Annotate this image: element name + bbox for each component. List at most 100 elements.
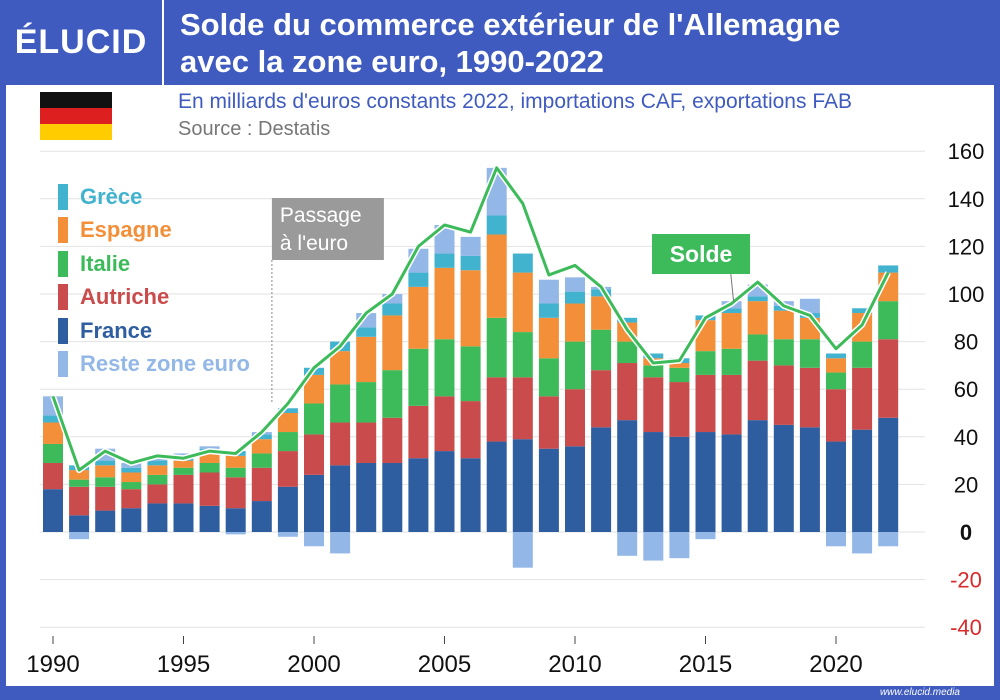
bar-reste bbox=[538, 279, 559, 304]
bar-reste bbox=[565, 277, 585, 292]
chart-subtitle: En milliards d'euros constants 2022, imp… bbox=[178, 90, 852, 113]
bar-grece bbox=[591, 289, 612, 297]
bar-espagne bbox=[721, 313, 742, 349]
euro-annotation-line2: à l'euro bbox=[280, 232, 348, 255]
bar-grece bbox=[277, 408, 298, 413]
y-tick-label: 80 bbox=[954, 330, 978, 355]
bar-espagne bbox=[277, 413, 298, 433]
bar-espagne bbox=[565, 303, 585, 342]
bar-italie bbox=[460, 346, 481, 402]
y-tick-label: 60 bbox=[954, 377, 978, 402]
bar-autriche bbox=[486, 377, 507, 442]
bar-italie bbox=[617, 341, 638, 364]
bar-italie bbox=[147, 474, 168, 485]
legend: Grèce Espagne Italie Autriche France Res… bbox=[58, 180, 250, 381]
bar-italie bbox=[356, 382, 377, 423]
bar-autriche bbox=[434, 396, 455, 452]
bar-espagne bbox=[773, 310, 794, 340]
bar-italie bbox=[643, 365, 664, 378]
bar-grece bbox=[747, 296, 768, 302]
bar-france bbox=[225, 508, 246, 532]
bar-reste bbox=[304, 532, 324, 547]
bar-reste bbox=[617, 532, 638, 556]
bar-espagne bbox=[251, 439, 272, 454]
bar-italie bbox=[330, 384, 351, 423]
bar-grece bbox=[565, 291, 585, 304]
bar-italie bbox=[721, 348, 742, 375]
legend-label-reste: Reste zone euro bbox=[80, 351, 250, 377]
bar-france bbox=[356, 462, 377, 532]
bar-italie bbox=[799, 339, 820, 368]
footer-url[interactable]: www.elucid.media bbox=[879, 687, 960, 698]
bar-autriche bbox=[69, 486, 90, 516]
legend-swatch-autriche bbox=[58, 284, 68, 311]
bar-reste bbox=[460, 236, 481, 256]
x-tick-label: 2010 bbox=[548, 651, 601, 678]
bar-france bbox=[69, 515, 90, 532]
germany-flag-icon bbox=[40, 92, 112, 140]
bar-autriche bbox=[408, 405, 429, 459]
bar-grece bbox=[95, 460, 116, 466]
bar-france bbox=[799, 427, 820, 532]
bar-italie bbox=[878, 301, 899, 340]
bar-autriche bbox=[95, 486, 116, 511]
bar-france bbox=[565, 446, 585, 532]
bar-espagne bbox=[147, 465, 168, 475]
bar-espagne bbox=[591, 296, 612, 330]
bar-autriche bbox=[121, 489, 142, 509]
bar-france bbox=[695, 432, 716, 532]
bar-grece bbox=[434, 253, 455, 268]
bar-espagne bbox=[69, 470, 90, 480]
bar-grece bbox=[408, 272, 429, 287]
bar-autriche bbox=[591, 370, 612, 428]
bar-france bbox=[277, 486, 298, 532]
legend-item-espagne: Espagne bbox=[58, 214, 250, 248]
bar-italie bbox=[382, 370, 403, 418]
y-tick-label: 20 bbox=[954, 472, 978, 497]
logo[interactable]: ÉLUCID bbox=[0, 0, 164, 85]
bar-espagne bbox=[486, 234, 507, 318]
bar-italie bbox=[512, 332, 533, 378]
bar-espagne bbox=[826, 358, 846, 373]
bar-espagne bbox=[382, 315, 403, 371]
bar-france bbox=[826, 441, 846, 532]
title-line-2: avec la zone euro, 1990-2022 bbox=[180, 44, 604, 79]
bar-italie bbox=[773, 339, 794, 366]
footer-bar bbox=[0, 686, 1000, 700]
bar-reste bbox=[826, 532, 846, 547]
x-tick-label: 2000 bbox=[287, 651, 340, 678]
bar-grece bbox=[852, 308, 873, 314]
y-tick-label: 0 bbox=[960, 520, 972, 545]
bar-italie bbox=[538, 358, 559, 397]
x-tick-label: 1995 bbox=[157, 651, 210, 678]
y-tick-label: 40 bbox=[954, 425, 978, 450]
bar-espagne bbox=[747, 301, 768, 335]
legend-swatch-france bbox=[58, 317, 68, 344]
bar-reste bbox=[695, 532, 716, 540]
bar-espagne bbox=[121, 472, 142, 483]
bar-france bbox=[486, 441, 507, 532]
bar-italie bbox=[43, 443, 63, 463]
bar-italie bbox=[565, 341, 585, 390]
bar-autriche bbox=[356, 422, 377, 463]
y-tick-label: -40 bbox=[950, 615, 982, 640]
bar-france bbox=[721, 434, 742, 532]
bar-grece bbox=[643, 353, 664, 359]
euro-annotation-line1: Passage bbox=[280, 204, 362, 227]
bar-autriche bbox=[277, 451, 298, 487]
legend-label-france: France bbox=[80, 317, 153, 343]
legend-label-espagne: Espagne bbox=[80, 217, 172, 243]
bar-autriche bbox=[330, 422, 351, 466]
bar-reste bbox=[852, 532, 873, 554]
bar-grece bbox=[121, 467, 142, 473]
bar-italie bbox=[434, 339, 455, 397]
bar-france bbox=[852, 429, 873, 532]
bar-autriche bbox=[382, 417, 403, 463]
bar-espagne bbox=[95, 465, 116, 478]
bar-france bbox=[617, 420, 638, 532]
bar-italie bbox=[695, 351, 716, 375]
bar-italie bbox=[251, 453, 272, 468]
x-tick-label: 2020 bbox=[809, 651, 862, 678]
legend-swatch-reste bbox=[58, 351, 68, 378]
bar-espagne bbox=[460, 270, 481, 347]
